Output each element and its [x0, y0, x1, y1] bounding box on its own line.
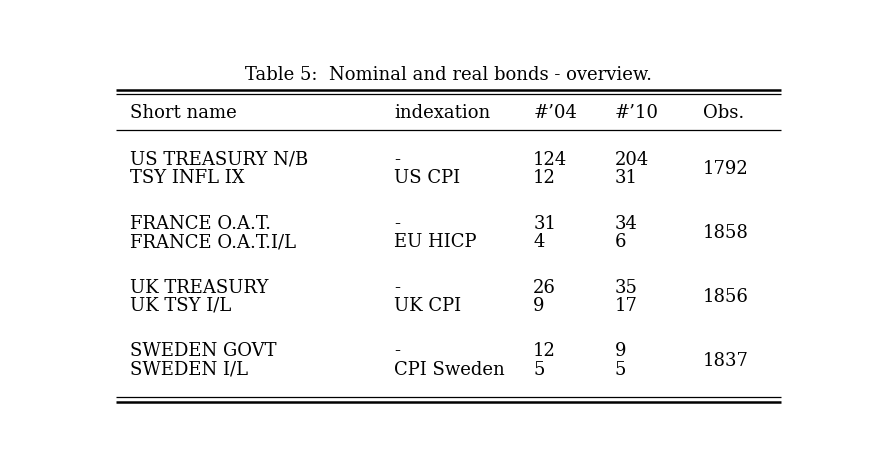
- Text: UK TSY I/L: UK TSY I/L: [130, 297, 231, 315]
- Text: -: -: [394, 342, 400, 360]
- Text: US TREASURY N/B: US TREASURY N/B: [130, 151, 308, 169]
- Text: SWEDEN I/L: SWEDEN I/L: [130, 361, 248, 379]
- Text: -: -: [394, 151, 400, 169]
- Text: #’04: #’04: [533, 104, 578, 123]
- Text: CPI Sweden: CPI Sweden: [394, 361, 505, 379]
- Text: 34: 34: [614, 215, 638, 233]
- Text: 5: 5: [533, 361, 544, 379]
- Text: 124: 124: [533, 151, 568, 169]
- Text: 17: 17: [614, 297, 638, 315]
- Text: 1792: 1792: [703, 160, 748, 178]
- Text: US CPI: US CPI: [394, 169, 460, 187]
- Text: SWEDEN GOVT: SWEDEN GOVT: [130, 342, 276, 360]
- Text: TSY INFL IX: TSY INFL IX: [130, 169, 244, 187]
- Text: 204: 204: [614, 151, 649, 169]
- Text: 12: 12: [533, 342, 556, 360]
- Text: 1856: 1856: [703, 288, 749, 306]
- Text: FRANCE O.A.T.I/L: FRANCE O.A.T.I/L: [130, 233, 296, 251]
- Text: indexation: indexation: [394, 104, 490, 123]
- Text: 9: 9: [614, 342, 626, 360]
- Text: 1858: 1858: [703, 224, 749, 242]
- Text: 35: 35: [614, 279, 638, 297]
- Text: -: -: [394, 279, 400, 297]
- Text: UK TREASURY: UK TREASURY: [130, 279, 268, 297]
- Text: FRANCE O.A.T.: FRANCE O.A.T.: [130, 215, 270, 233]
- Text: Obs.: Obs.: [703, 104, 744, 123]
- Text: -: -: [394, 215, 400, 233]
- Text: 6: 6: [614, 233, 626, 251]
- Text: EU HICP: EU HICP: [394, 233, 477, 251]
- Text: 26: 26: [533, 279, 556, 297]
- Text: 5: 5: [614, 361, 626, 379]
- Text: 4: 4: [533, 233, 544, 251]
- Text: 1837: 1837: [703, 352, 749, 369]
- Text: 31: 31: [614, 169, 638, 187]
- Text: Short name: Short name: [130, 104, 236, 123]
- Text: Table 5:  Nominal and real bonds - overview.: Table 5: Nominal and real bonds - overvi…: [245, 66, 652, 84]
- Text: UK CPI: UK CPI: [394, 297, 461, 315]
- Text: 12: 12: [533, 169, 556, 187]
- Text: 9: 9: [533, 297, 545, 315]
- Text: 31: 31: [533, 215, 556, 233]
- Text: #’10: #’10: [614, 104, 659, 123]
